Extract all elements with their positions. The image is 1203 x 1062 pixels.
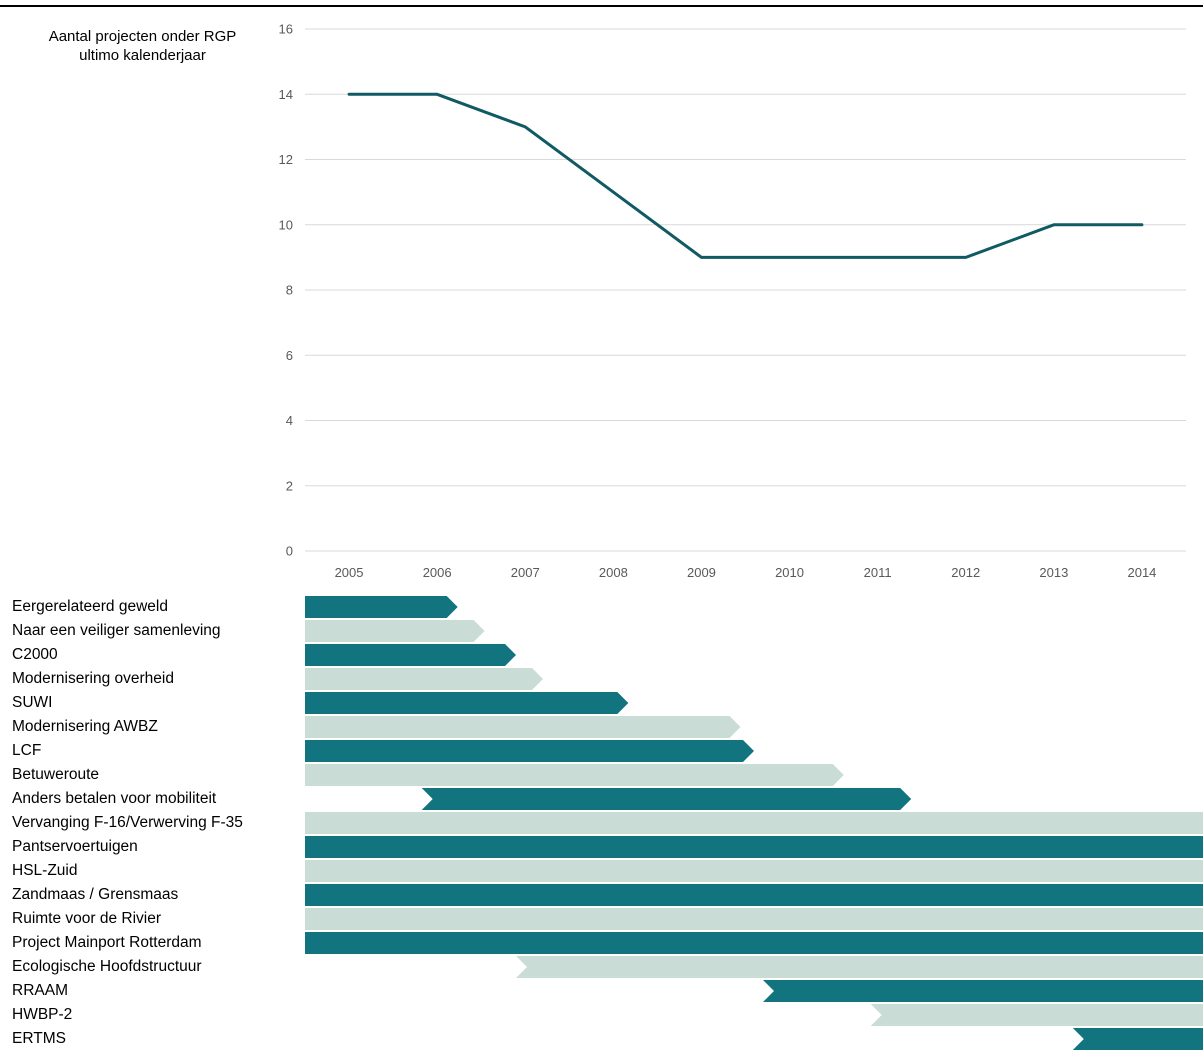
gantt-bar [305,692,629,714]
x-tick-label: 2005 [335,565,364,580]
y-tick-label: 14 [279,87,293,102]
gantt-bar [305,644,516,666]
gantt-row-label: Ruimte voor de Rivier [12,910,162,927]
gantt-row-label: Ecologische Hoofdstructuur [12,958,202,975]
x-tick-label: 2011 [864,565,892,580]
x-tick-labels: 2005 2006 2007 2008 2009 2010 2011 2012 2013 2014 [335,565,1157,580]
y-tick-label: 0 [286,544,293,559]
x-tick-label: 2006 [423,565,452,580]
y-tick-label: 12 [279,152,293,167]
gantt-row-label: Project Mainport Rotterdam [12,934,202,951]
gantt-row-label: HSL-Zuid [12,862,78,879]
gantt-row-label: Modernisering AWBZ [12,718,158,735]
gantt-bar [305,860,1203,882]
gantt-bar [421,788,912,810]
y-tick-label: 6 [286,348,293,363]
x-tick-label: 2013 [1039,565,1068,580]
x-tick-label: 2012 [951,565,980,580]
x-tick-label: 2010 [775,565,804,580]
top-rule [0,5,1203,7]
x-tick-label: 2007 [511,565,540,580]
gantt-bar [1072,1028,1203,1050]
gantt-bar [305,932,1203,954]
gantt-row-label: Modernisering overheid [12,670,174,687]
gantt-row-label: ERTMS [12,1030,66,1047]
gantt-bars [305,596,1203,1050]
gantt-bar [305,716,741,738]
gantt-bar [305,668,543,690]
gantt-row-label: Pantservoertuigen [12,838,138,855]
line-series [347,92,1144,259]
gantt-bar [516,956,1203,978]
series-line [347,92,1144,259]
gantt-row-label: SUWI [12,694,53,711]
gantt-bar [305,764,844,786]
y-tick-label: 4 [286,413,293,428]
y-tick-label: 10 [279,217,293,232]
x-tick-label: 2014 [1127,565,1156,580]
gantt-bar [305,908,1203,930]
gantt-row-label: HWBP-2 [12,1006,73,1023]
y-axis-label-line-2: ultimo kalenderjaar [79,47,206,64]
y-axis-label-line-1: Aantal projecten onder RGP [48,28,237,45]
y-axis-label: Aantal projecten onder RGP ultimo kalend… [20,27,265,65]
gantt-bar [305,836,1203,858]
gantt-row-label: C2000 [12,646,58,663]
gantt-row-label: Vervanging F-16/Verwerving F-35 [12,814,243,831]
gantt-bar [763,980,1203,1002]
gantt-bar [305,884,1203,906]
x-tick-label: 2008 [599,565,628,580]
gantt-row-label: Anders betalen voor mobiliteit [12,790,217,807]
gantt-bar [870,1004,1203,1026]
gantt-row-label: Betuweroute [12,766,100,783]
gantt-bar [305,812,1203,834]
y-tick-label: 8 [286,283,293,298]
y-tick-label: 2 [286,478,293,493]
gantt-row-label: LCF [12,742,42,759]
gantt-row-label: Naar een veiliger samenleving [12,622,221,639]
gantt-bar [305,620,485,642]
x-tick-label: 2009 [687,565,716,580]
y-tick-label: 16 [279,22,293,37]
gantt-row-label: Eergerelateerd geweld [12,598,168,615]
gantt-row-label: RRAAM [12,982,68,999]
gantt-bar [305,596,458,618]
gantt-bar [305,740,754,762]
gridlines [305,28,1186,552]
gantt-row-label: Zandmaas / Grensmaas [12,886,179,903]
y-tick-labels: 0 2 4 6 8 10 12 14 16 [279,22,293,559]
